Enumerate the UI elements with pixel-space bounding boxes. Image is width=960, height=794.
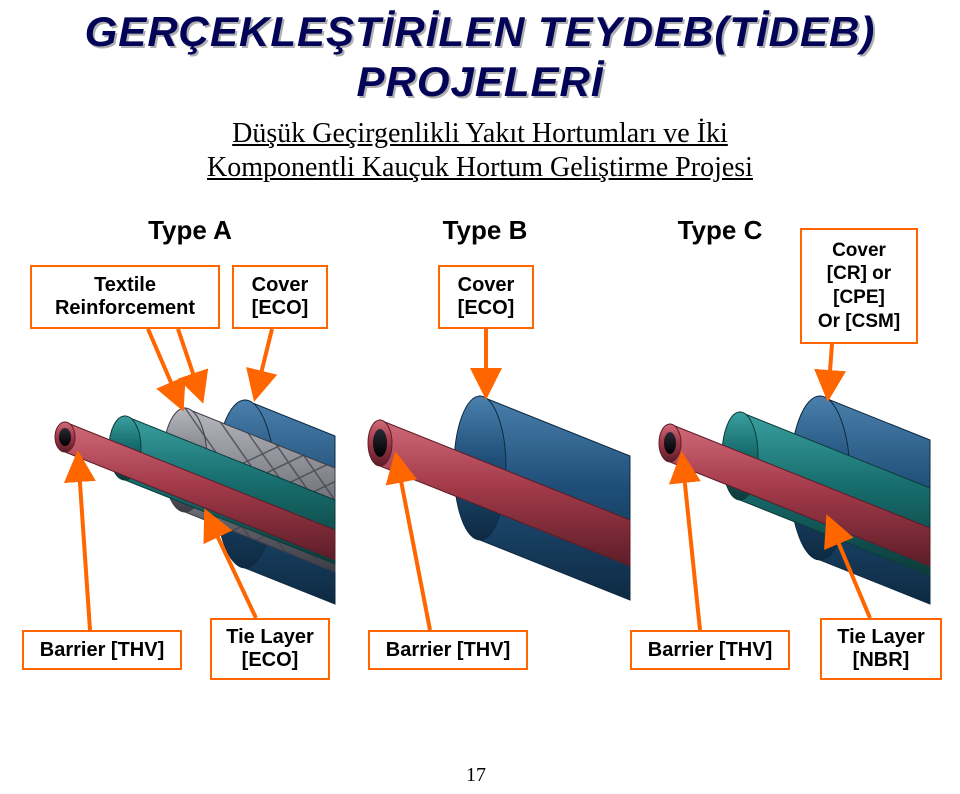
page-number: 17 (466, 764, 486, 787)
arrows-overlay (0, 0, 960, 794)
